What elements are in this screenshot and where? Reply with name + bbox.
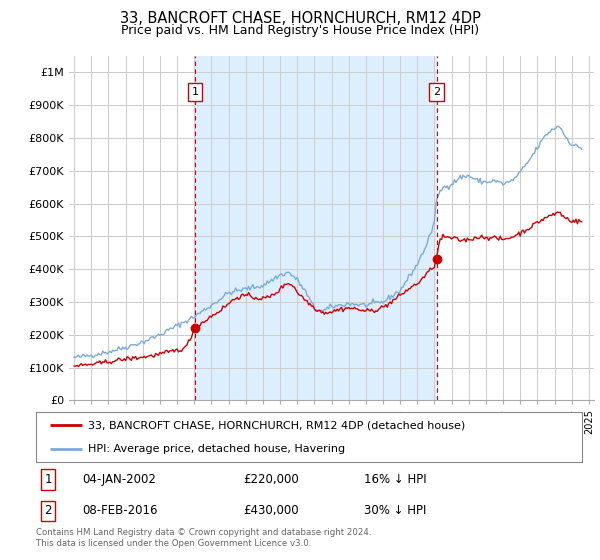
Text: 33, BANCROFT CHASE, HORNCHURCH, RM12 4DP (detached house): 33, BANCROFT CHASE, HORNCHURCH, RM12 4DP…	[88, 420, 465, 430]
Text: HPI: Average price, detached house, Havering: HPI: Average price, detached house, Have…	[88, 445, 345, 454]
Text: 33, BANCROFT CHASE, HORNCHURCH, RM12 4DP: 33, BANCROFT CHASE, HORNCHURCH, RM12 4DP	[119, 11, 481, 26]
Text: £430,000: £430,000	[244, 504, 299, 517]
Text: This data is licensed under the Open Government Licence v3.0.: This data is licensed under the Open Gov…	[36, 539, 311, 548]
Text: £220,000: £220,000	[244, 473, 299, 486]
Text: 08-FEB-2016: 08-FEB-2016	[82, 504, 158, 517]
Text: 1: 1	[191, 87, 199, 97]
Text: Contains HM Land Registry data © Crown copyright and database right 2024.: Contains HM Land Registry data © Crown c…	[36, 528, 371, 536]
Text: 30% ↓ HPI: 30% ↓ HPI	[364, 504, 426, 517]
Text: Price paid vs. HM Land Registry's House Price Index (HPI): Price paid vs. HM Land Registry's House …	[121, 24, 479, 36]
Text: 1: 1	[44, 473, 52, 486]
Text: 04-JAN-2002: 04-JAN-2002	[82, 473, 156, 486]
Text: 2: 2	[44, 504, 52, 517]
Bar	[195, 56, 437, 400]
Text: 2: 2	[433, 87, 440, 97]
Text: 16% ↓ HPI: 16% ↓ HPI	[364, 473, 426, 486]
